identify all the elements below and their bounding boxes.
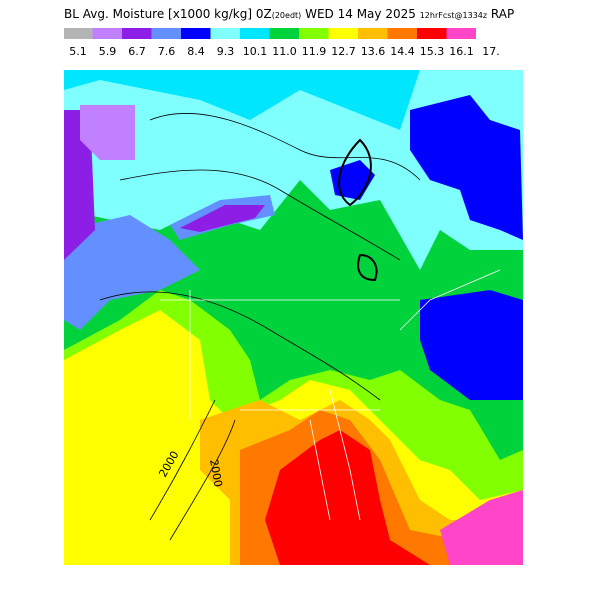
legend-swatch (446, 28, 476, 39)
legend-label: 5.9 (99, 45, 117, 58)
legend-swatch (358, 28, 388, 39)
legend-label: 13.6 (361, 45, 386, 58)
legend-label: 12.7 (331, 45, 356, 58)
legend-label: 14.4 (390, 45, 415, 58)
title: BL Avg. Moisture [x1000 kg/kg] 0Z(20edt)… (64, 7, 514, 21)
legend-swatch (417, 28, 447, 39)
legend-label: 11.9 (302, 45, 327, 58)
legend-label: 7.6 (158, 45, 176, 58)
contour-label: 2000 (207, 458, 225, 488)
legend-swatch (151, 28, 181, 39)
legend-label: 16.1 (449, 45, 474, 58)
moisture-field: 2000 2000 (64, 70, 523, 565)
legend-swatch (299, 28, 329, 39)
legend-swatch (122, 28, 152, 39)
legend-label: 6.7 (128, 45, 146, 58)
legend-swatch (269, 28, 299, 39)
legend-swatch (64, 28, 94, 39)
legend-label: 15.3 (420, 45, 445, 58)
legend-swatch (210, 28, 240, 39)
legend-label: 11.0 (272, 45, 297, 58)
legend-swatch (328, 28, 358, 39)
legend-swatch (181, 28, 211, 39)
legend-label: 10.1 (243, 45, 268, 58)
legend-label: 17. (482, 45, 500, 58)
legend-swatch (387, 28, 417, 39)
legend-label: 5.1 (69, 45, 87, 58)
legend-swatch (92, 28, 122, 39)
legend: 5.1 5.9 6.7 7.6 8.4 9.3 10.1 11.0 11.9 12.7 13.6 14… (64, 28, 500, 58)
legend-label: 9.3 (217, 45, 235, 58)
legend-label: 8.4 (187, 45, 205, 58)
legend-swatch (240, 28, 270, 39)
